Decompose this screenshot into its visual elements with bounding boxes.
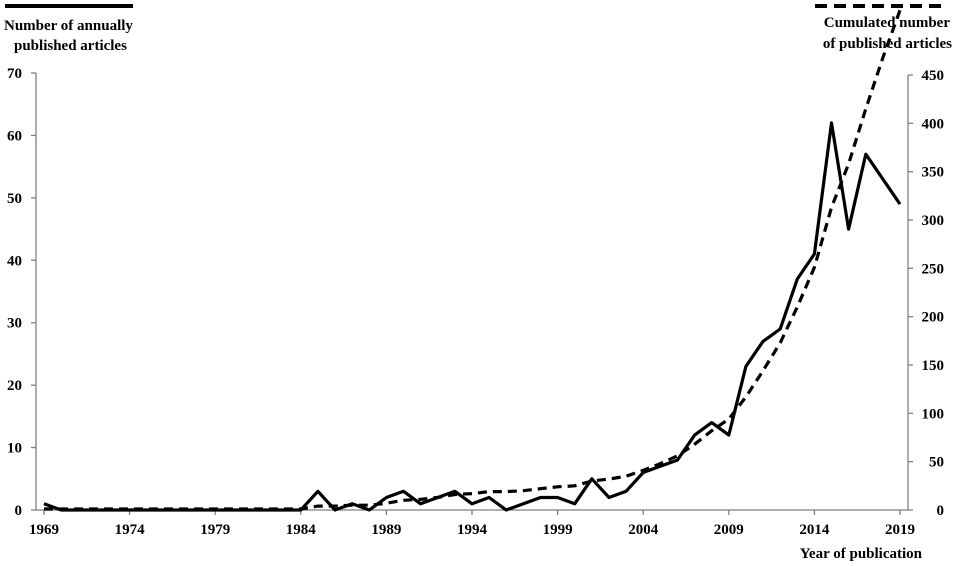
left-y-tick-label: 50	[7, 191, 22, 207]
x-tick-label: 1989	[371, 522, 401, 538]
left-y-tick-label: 10	[7, 441, 22, 457]
left-y-tick-label: 40	[7, 253, 22, 269]
cumulated-point	[608, 478, 610, 480]
cumulated-point	[847, 163, 849, 165]
left-y-tick-label: 60	[7, 128, 22, 144]
left-y-tick-label: 30	[7, 316, 22, 332]
left-legend-text-line1: Number of annually	[4, 18, 133, 34]
x-tick-label: 1969	[29, 522, 59, 538]
x-tick-label: 1999	[543, 522, 573, 538]
right-y-tick-label: 150	[922, 358, 945, 374]
data-points	[43, 9, 901, 511]
x-ticks: 1969 1974 1979 1984 1989 1994 1999 2004 2009 2014…	[29, 510, 915, 538]
x-tick-label: 2014	[799, 522, 830, 538]
x-tick-label: 1974	[115, 522, 146, 538]
cumulated-point	[728, 418, 730, 420]
right-y-tick-label: 400	[922, 116, 945, 132]
right-y-tick-label: 50	[929, 455, 944, 471]
cumulated-point	[368, 504, 370, 506]
left-y-tick-label: 0	[15, 503, 23, 519]
cumulated-point	[488, 490, 490, 492]
cumulated-point	[830, 206, 832, 208]
right-y-tick-label: 450	[922, 68, 945, 84]
left-y-tick-label: 70	[7, 66, 22, 82]
left-y-ticks: 0 10 20 30 40 50 60 70	[7, 66, 36, 519]
series-cumulated-articles-line	[44, 9, 902, 511]
cumulated-point	[385, 502, 387, 504]
right-legend-text-line1: Cumulated number	[824, 15, 951, 31]
x-tick-label: 2019	[885, 522, 915, 538]
x-tick-label: 1984	[286, 522, 317, 538]
right-y-tick-label: 350	[922, 165, 945, 181]
right-y-tick-label: 250	[922, 261, 945, 277]
right-y-ticks: 0 50 100 150 200 250 300 350 400 450	[908, 68, 944, 519]
left-legend: Number of annually published articles	[4, 4, 133, 54]
right-legend: Cumulated number of published articles	[815, 4, 952, 52]
x-tick-label: 2004	[628, 522, 659, 538]
right-y-tick-label: 0	[937, 503, 945, 519]
cumulated-point	[762, 370, 764, 372]
cumulated-point	[745, 396, 747, 398]
right-y-tick-label: 200	[922, 310, 945, 326]
left-y-tick-label: 20	[7, 378, 22, 394]
left-legend-text-line2: published articles	[14, 38, 127, 54]
x-tick-label: 1994	[457, 522, 488, 538]
series-annual-articles-line	[43, 121, 902, 512]
cumulated-point	[505, 490, 507, 492]
right-y-tick-label: 300	[922, 213, 945, 229]
right-y-tick-label: 100	[922, 406, 945, 422]
x-tick-label: 2009	[714, 522, 744, 538]
x-tick-label: 1979	[200, 522, 230, 538]
x-axis-title: Year of publication	[800, 546, 923, 562]
